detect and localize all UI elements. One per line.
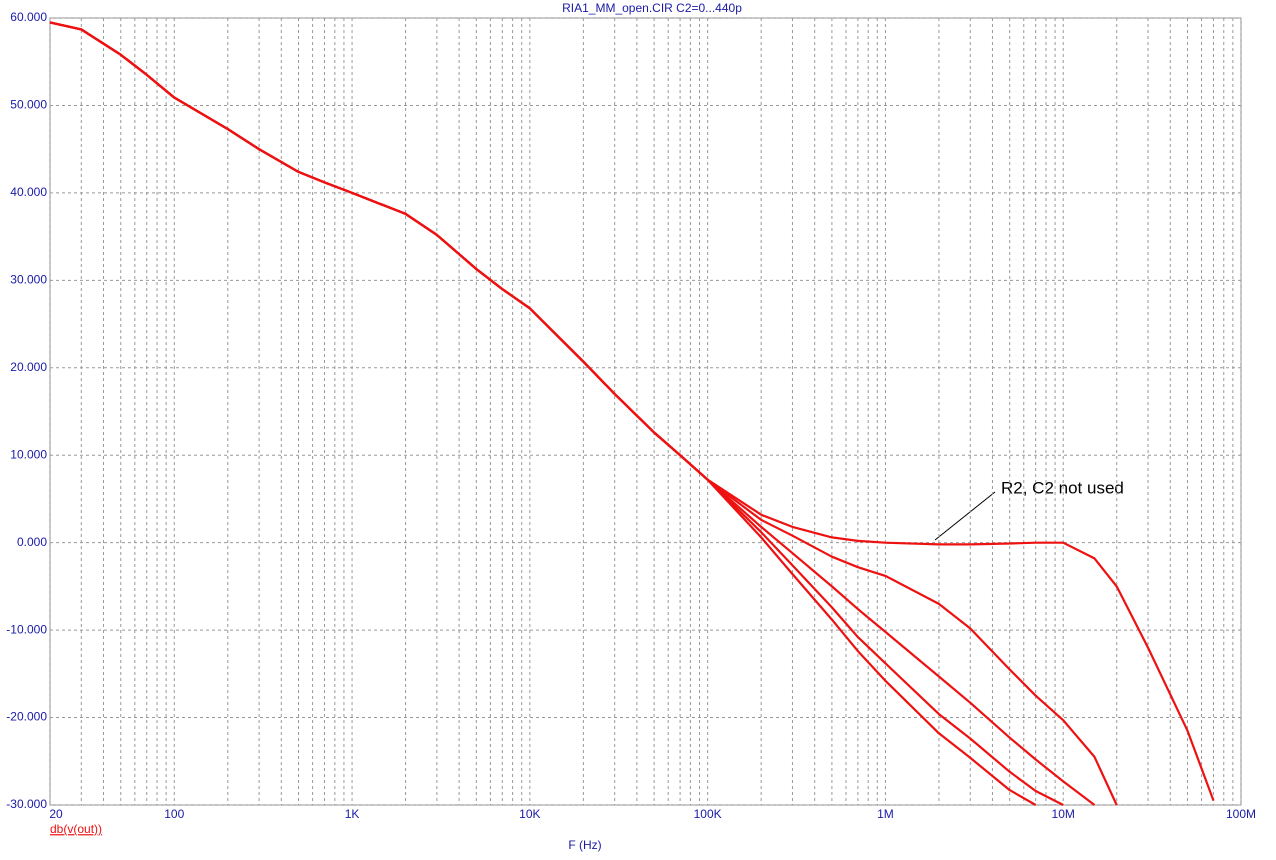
y-tick-label: -20.000 [6,710,47,724]
annotation: R2, C2 not used [1001,478,1124,497]
x-tick-label: 100M [1226,807,1256,821]
x-tick-label: 100K [694,807,722,821]
y-tick-label: 30.000 [10,273,47,287]
y-tick-label: 40.000 [10,185,47,199]
y-tick-label: -30.000 [6,797,47,811]
x-tick-label: 1K [345,807,360,821]
y-tick-label: 50.000 [10,98,47,112]
plot-area [49,17,1242,806]
x-tick-label: 10M [1052,807,1075,821]
series-line [49,21,1037,806]
chart-title: RIA1_MM_open.CIR C2=0...440p [562,1,742,15]
y-tick-label: 20.000 [10,360,47,374]
y-tick-label: 10.000 [10,447,47,461]
x-axis-label: F (Hz) [568,838,601,852]
y-tick-label: 0.000 [17,535,47,549]
x-tick-label: 100 [164,807,184,821]
y-tick-label: 60.000 [10,10,47,24]
x-tick-label: 10K [519,807,540,821]
x-tick-label: 20 [49,807,63,821]
y-tick-label: -10.000 [6,622,47,636]
x-tick-label: 1M [877,807,894,821]
annotation-leader [934,491,996,541]
trace-label: db(v(out)) [50,822,102,836]
